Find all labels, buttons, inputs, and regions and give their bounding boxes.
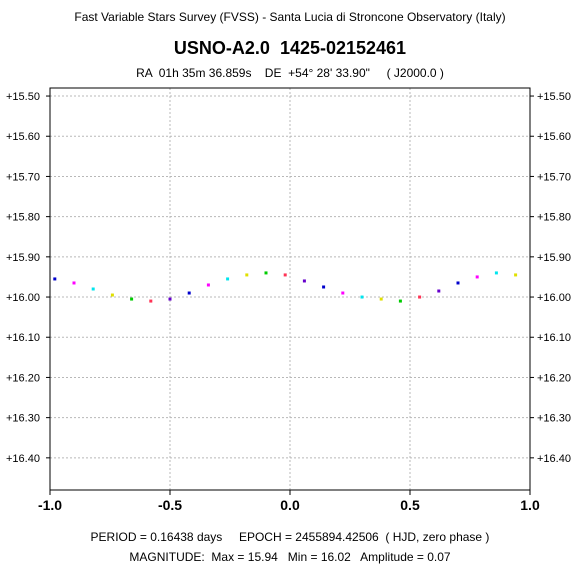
data-point: [341, 291, 345, 295]
data-point: [514, 273, 518, 277]
y-tick-label-right: +15.80: [537, 212, 571, 224]
x-tick-label: -1.0: [38, 497, 62, 513]
data-point: [264, 271, 268, 275]
y-tick-label-left: +15.80: [6, 212, 40, 224]
y-tick-label-right: +16.30: [537, 413, 571, 425]
object-name: USNO-A2.0 1425-02152461: [173, 38, 407, 58]
data-point: [72, 281, 76, 285]
data-point: [360, 295, 364, 299]
data-point: [168, 297, 172, 301]
data-point: [91, 287, 95, 291]
y-tick-label-left: +15.50: [6, 91, 40, 103]
data-point: [398, 299, 402, 303]
period-epoch-line: PERIOD = 0.16438 days EPOCH = 2455894.42…: [90, 530, 490, 544]
data-point: [283, 273, 287, 277]
data-point: [494, 271, 498, 275]
magnitude-line: MAGNITUDE: Max = 15.94 Min = 16.02 Ampli…: [129, 550, 451, 564]
y-tick-label-left: +16.30: [6, 413, 40, 425]
data-point: [226, 277, 230, 281]
data-point: [149, 299, 153, 303]
y-tick-label-right: +16.00: [537, 292, 571, 304]
x-tick-label: -0.5: [158, 497, 182, 513]
y-tick-label-right: +15.50: [537, 91, 571, 103]
y-tick-label-left: +15.70: [6, 171, 40, 183]
y-tick-label-right: +15.70: [537, 171, 571, 183]
data-point: [53, 277, 57, 281]
x-tick-label: 1.0: [520, 497, 540, 513]
y-tick-label-left: +16.10: [6, 332, 40, 344]
y-tick-label-left: +16.20: [6, 372, 40, 384]
y-tick-label-left: +16.00: [6, 292, 40, 304]
data-point: [110, 293, 114, 297]
data-point: [475, 275, 479, 279]
x-tick-label: 0.5: [400, 497, 420, 513]
y-tick-label-right: +16.40: [537, 453, 571, 465]
y-tick-label-right: +15.90: [537, 252, 571, 264]
data-point: [130, 297, 134, 301]
data-point: [322, 285, 326, 289]
y-tick-label-right: +16.10: [537, 332, 571, 344]
data-point: [245, 273, 249, 277]
y-tick-label-left: +15.60: [6, 131, 40, 143]
data-point: [206, 283, 210, 287]
object-coordinates: RA 01h 35m 36.859s DE +54° 28' 33.90" ( …: [136, 66, 444, 80]
data-point: [456, 281, 460, 285]
y-tick-label-left: +16.40: [6, 453, 40, 465]
data-point: [418, 295, 422, 299]
data-point: [187, 291, 191, 295]
y-tick-label-left: +15.90: [6, 252, 40, 264]
data-point: [437, 289, 441, 293]
y-tick-label-right: +16.20: [537, 372, 571, 384]
data-point: [302, 279, 306, 283]
data-point: [379, 297, 383, 301]
y-tick-label-right: +15.60: [537, 131, 571, 143]
survey-title: Fast Variable Stars Survey (FVSS) - Sant…: [74, 10, 506, 24]
x-tick-label: 0.0: [280, 497, 300, 513]
